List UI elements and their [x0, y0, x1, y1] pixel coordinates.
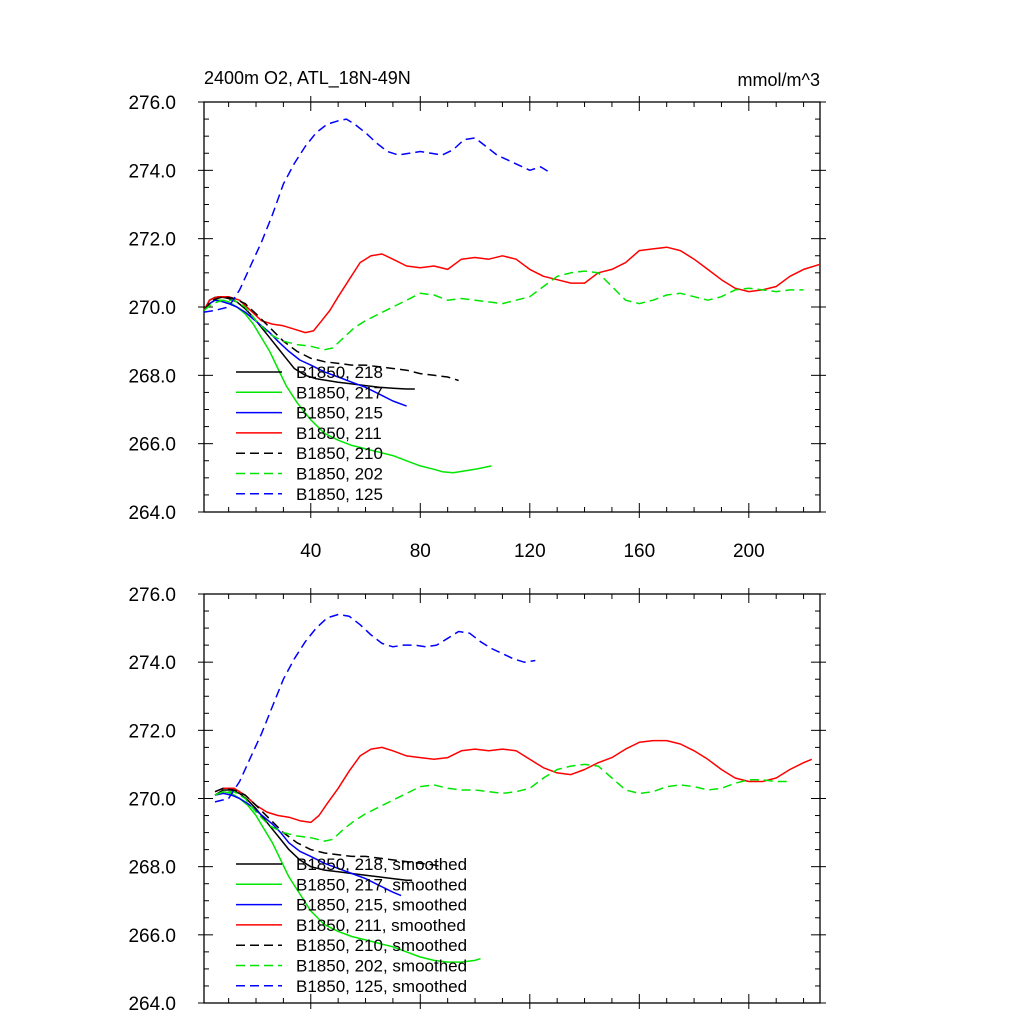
y-tick-label: 276.0 — [128, 93, 176, 114]
legend-label: B1850, 217 — [296, 383, 383, 402]
series-line-1 — [214, 790, 481, 963]
series-line-5 — [214, 763, 790, 842]
top-panel: 264.0 266.0 268.0 270.0 272.0 274.0 276.0 40 80 1… — [128, 93, 826, 562]
legend-label: B1850, 202, smoothed — [296, 957, 467, 976]
series-line-5 — [203, 270, 804, 351]
legend-label: B1850, 125 — [296, 485, 383, 504]
y-tick-label: 274.0 — [128, 653, 176, 674]
y-tick-label: 272.0 — [128, 230, 176, 251]
legend-label: B1850, 210 — [296, 444, 383, 463]
y-tick-label: 274.0 — [128, 161, 176, 182]
y-tick-label: 268.0 — [128, 366, 176, 387]
legend-label: B1850, 211 — [296, 424, 382, 443]
series-line-4 — [214, 787, 443, 868]
chart-title: 2400m O2, ATL_18N-49N — [204, 68, 411, 89]
x-tick-label: 80 — [410, 541, 431, 562]
y-tick-label: 266.0 — [128, 926, 176, 947]
y-tick-label: 264.0 — [128, 994, 176, 1015]
y-tick-label: 270.0 — [128, 790, 176, 811]
series-line-4 — [203, 295, 459, 382]
y-tick-label: 276.0 — [128, 585, 176, 606]
series-line-3 — [214, 739, 813, 824]
y-tick-label: 264.0 — [128, 503, 176, 524]
legend-label: B1850, 215 — [296, 404, 383, 423]
legend-label: B1850, 218, smoothed — [296, 855, 467, 874]
legend-label: B1850, 217, smoothed — [296, 875, 467, 894]
legend-label: B1850, 211, smoothed — [296, 916, 466, 935]
y-tick-label: 266.0 — [128, 435, 176, 456]
x-tick-label: 200 — [733, 541, 765, 562]
units-label: mmol/m^3 — [738, 70, 820, 90]
series-line-3 — [203, 246, 821, 334]
series-line-2 — [214, 792, 402, 897]
series-line-2 — [203, 299, 407, 407]
y-tick-label: 272.0 — [128, 721, 176, 742]
legend-label: B1850, 210, smoothed — [296, 936, 467, 955]
series-line-6 — [214, 613, 536, 803]
x-tick-label: 40 — [300, 541, 321, 562]
legend-label: B1850, 125, smoothed — [296, 977, 467, 996]
series-line-0 — [203, 296, 415, 390]
legend-label: B1850, 218 — [296, 363, 383, 382]
y-tick-label: 268.0 — [128, 858, 176, 879]
legend-label: B1850, 215, smoothed — [296, 896, 467, 915]
x-tick-label: 120 — [514, 541, 546, 562]
bottom-panel: 264.0 266.0 268.0 270.0 272.0 274.0 276.0 B1850… — [128, 585, 826, 1015]
series-line-0 — [214, 789, 413, 882]
y-tick-label: 270.0 — [128, 298, 176, 319]
legend-label: B1850, 202 — [296, 465, 383, 484]
x-tick-label: 160 — [623, 541, 655, 562]
series-line-6 — [203, 118, 550, 313]
